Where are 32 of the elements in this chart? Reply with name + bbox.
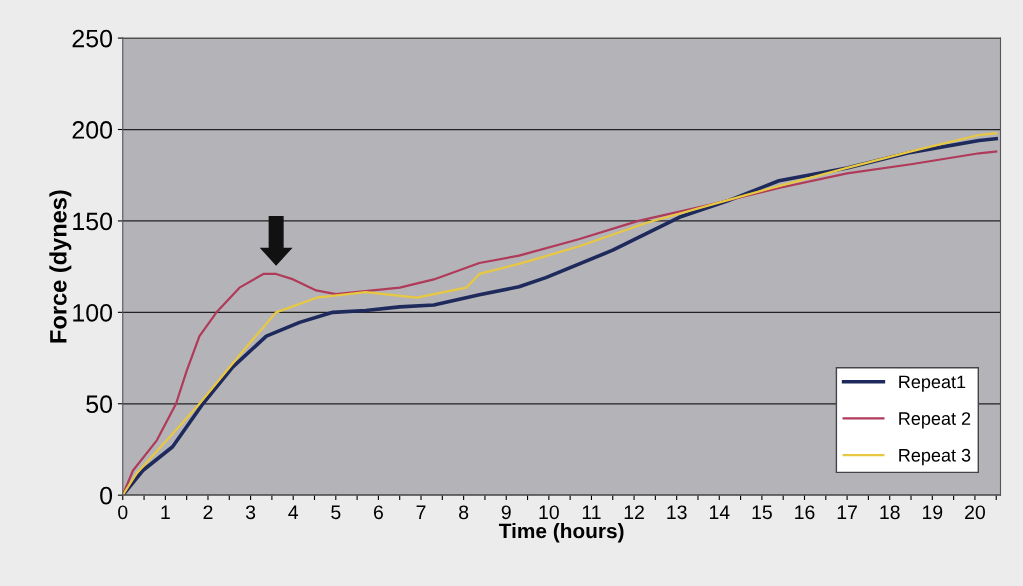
y-tick-label: 50 [86,395,113,414]
x-tick-label: 18 [880,505,900,520]
y-tick-label: 100 [73,303,113,322]
x-tick-label: 13 [667,505,687,520]
x-tick-label: 20 [965,505,985,520]
x-tick-label: 6 [373,505,383,520]
legend-label: Repeat1 [899,375,966,392]
x-tick-label: 15 [752,505,772,520]
legend-label: Repeat 2 [899,412,971,429]
y-tick-label: 200 [72,121,113,139]
x-tick-label: 14 [709,505,730,519]
x-tick-label: 2 [203,505,213,519]
legend-label: Repeat 3 [899,448,971,466]
x-tick-label: 12 [624,505,644,519]
y-axis-title: Force (dynes) [49,190,72,343]
x-tick-label: 3 [245,505,256,520]
x-tick-label: 8 [459,505,469,520]
x-tick-label: 17 [837,505,857,519]
y-tick-label: 250 [72,29,113,48]
x-tick-label: 9 [501,505,511,520]
x-axis-title: Time (hours) [498,523,624,543]
x-tick-label: 4 [288,505,299,519]
y-tick-label: 0 [100,486,113,505]
x-tick-label: 16 [795,505,815,520]
x-tick-label: 0 [118,505,128,520]
x-tick-label: 7 [416,505,426,519]
x-tick-label: 1 [161,505,170,519]
x-tick-label: 5 [331,505,341,520]
x-tick-label: 11 [582,505,601,519]
y-tick-label: 150 [73,212,113,231]
x-tick-label: 19 [922,505,943,520]
x-tick-label: 10 [539,505,559,520]
